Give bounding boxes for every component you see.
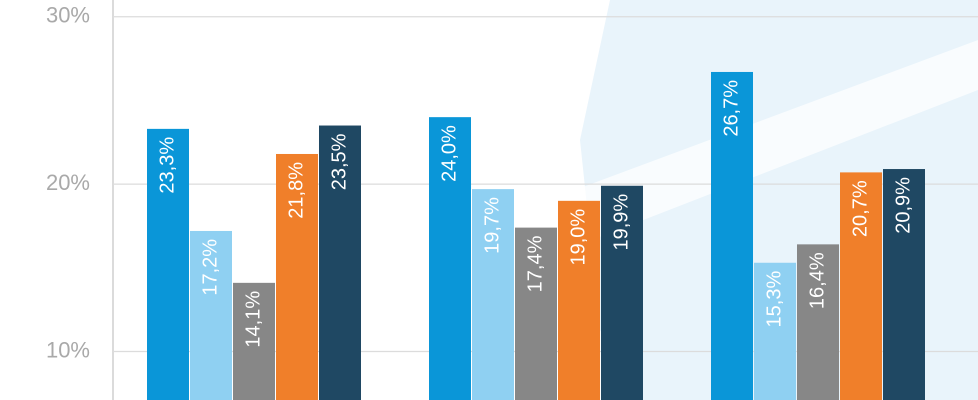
bar — [601, 185, 643, 400]
bar — [883, 169, 925, 400]
bar — [472, 189, 514, 400]
value-label: 17,2% — [199, 239, 221, 296]
bar — [754, 262, 796, 400]
value-label: 19,7% — [481, 197, 503, 254]
value-label: 26,7% — [720, 80, 742, 137]
value-label: 24,0% — [438, 125, 460, 182]
value-label: 19,9% — [610, 194, 632, 251]
bar — [711, 71, 753, 400]
value-label: 15,3% — [763, 271, 785, 328]
y-tick-label: 10% — [46, 337, 90, 362]
value-label: 19,0% — [567, 209, 589, 266]
y-tick-label: 30% — [46, 3, 90, 28]
value-label: 20,7% — [849, 180, 871, 237]
bar — [840, 172, 882, 400]
bar — [515, 227, 557, 400]
y-tick-label: 20% — [46, 170, 90, 195]
bar — [190, 230, 232, 400]
value-label: 23,3% — [156, 137, 178, 194]
value-label: 14,1% — [242, 291, 264, 348]
bar — [558, 200, 600, 400]
background-stripe — [360, 40, 978, 330]
value-label: 23,5% — [328, 133, 350, 190]
bar — [233, 282, 275, 400]
bar — [797, 244, 839, 400]
value-label: 20,9% — [892, 177, 914, 234]
bar — [147, 128, 189, 400]
value-label: 21,8% — [285, 162, 307, 219]
bar — [319, 125, 361, 400]
value-label: 16,4% — [806, 252, 828, 309]
value-label: 17,4% — [524, 235, 546, 292]
bar — [276, 153, 318, 400]
bar — [429, 117, 471, 400]
